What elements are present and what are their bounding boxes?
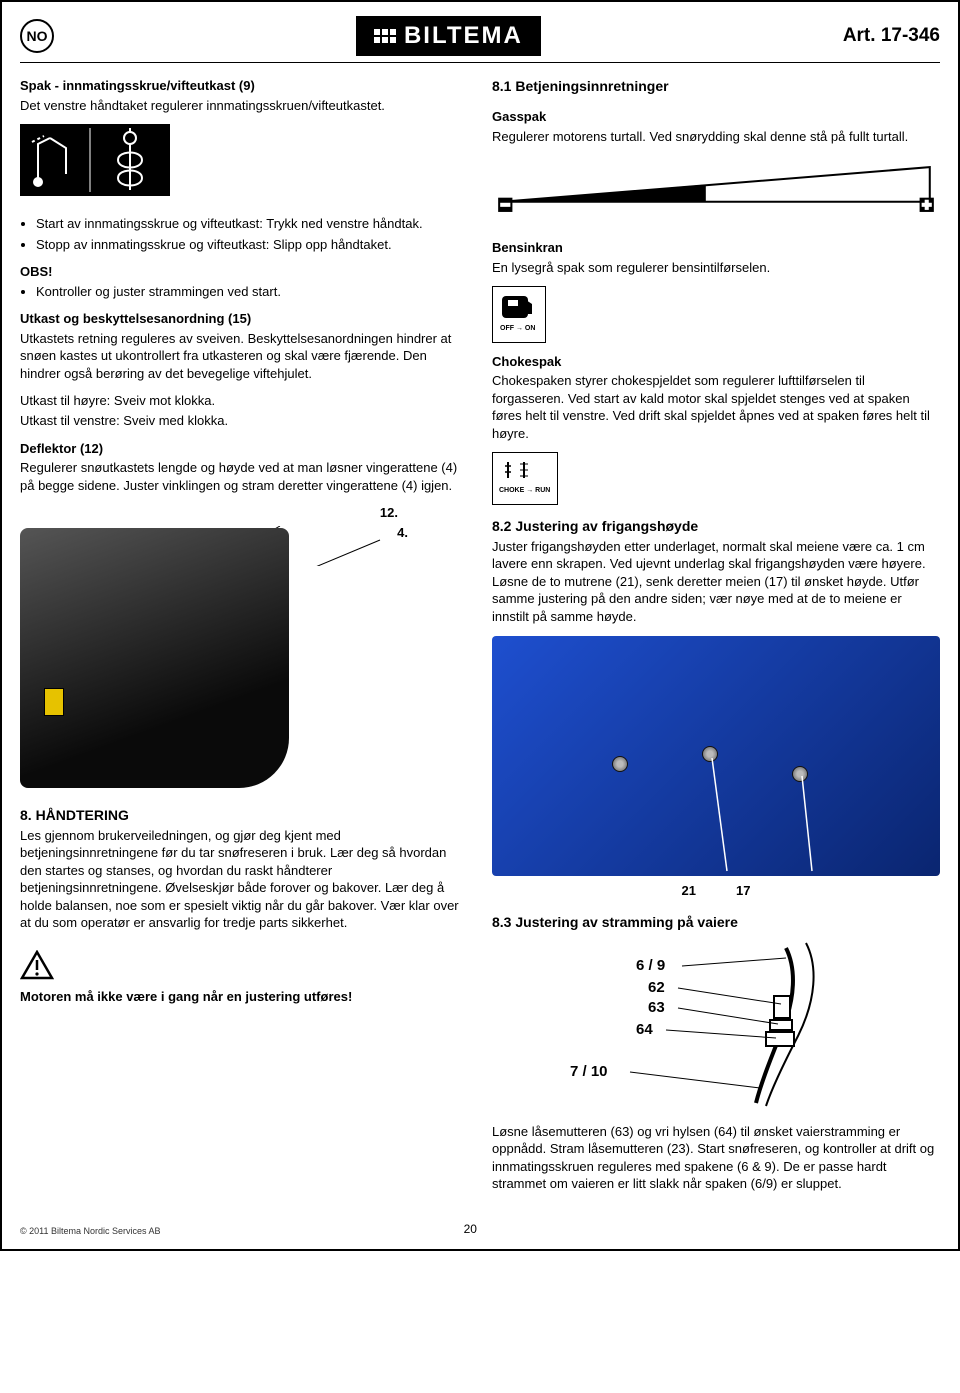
obs-heading: OBS! <box>20 263 468 281</box>
svg-text:7 / 10: 7 / 10 <box>570 1063 608 1080</box>
copyright-text: © 2011 Biltema Nordic Services AB <box>20 1225 161 1237</box>
utkast-right: Utkast til høyre: Sveiv mot klokka. <box>20 392 468 410</box>
utkast-heading: Utkast og beskyttelsesanordning (15) <box>20 310 468 328</box>
svg-text:6 / 9: 6 / 9 <box>636 957 665 974</box>
page-footer: © 2011 Biltema Nordic Services AB 20 <box>20 1221 940 1237</box>
deflektor-heading: Deflektor (12) <box>20 440 468 458</box>
utkast-left: Utkast til venstre: Sveiv med klokka. <box>20 412 468 430</box>
logo-pattern-icon <box>374 29 396 43</box>
label-17: 17 <box>736 882 750 900</box>
deflektor-callouts: 12. <box>20 504 468 522</box>
stramming-heading: 8.3 Justering av stramming på vaiere <box>492 913 940 932</box>
lever-icons <box>20 124 468 201</box>
svg-text:62: 62 <box>648 979 665 996</box>
skid-photo <box>492 636 940 876</box>
brand-name: BILTEMA <box>404 20 523 52</box>
language-badge: NO <box>20 19 54 53</box>
betjening-heading: 8.1 Betjeningsinnretninger <box>492 77 940 96</box>
svg-text:63: 63 <box>648 999 665 1016</box>
fuel-off-on-label: OFF → ON <box>500 325 535 332</box>
language-code: NO <box>27 27 48 46</box>
frigang-heading: 8.2 Justering av frigangshøyde <box>492 517 940 536</box>
svg-text:64: 64 <box>636 1021 653 1038</box>
skid-callout-lines-icon <box>492 636 940 876</box>
deflektor-photo-wrap: 4. <box>20 528 468 788</box>
label-21: 21 <box>682 882 696 900</box>
frigang-body: Juster frigangshøyden etter underlaget, … <box>492 538 940 626</box>
handtering-heading: 8. HÅNDTERING <box>20 806 468 825</box>
right-column: 8.1 Betjeningsinnretninger Gasspak Regul… <box>492 77 940 1202</box>
content-columns: Spak - innmatingsskrue/vifteutkast (9) D… <box>20 77 940 1202</box>
throttle-gauge-icon <box>492 159 940 220</box>
fuel-valve-icon: OFF → ON <box>492 286 546 343</box>
lever-diagram-icon <box>20 124 170 196</box>
obs-bullet: Kontroller og juster strammingen ved sta… <box>36 283 468 301</box>
deflektor-body: Regulerer snøutkastets lengde og høyde v… <box>20 459 468 494</box>
page-number: 20 <box>464 1221 477 1237</box>
utkast-body: Utkastets retning reguleres av sveiven. … <box>20 330 468 383</box>
handtering-body: Les gjennom brukerveiledningen, og gjør … <box>20 827 468 932</box>
spak-body: Det venstre håndtaket regulerer innmatin… <box>20 97 468 115</box>
obs-bullets: Kontroller og juster strammingen ved sta… <box>20 283 468 301</box>
gasspak-body: Regulerer motorens turtall. Ved snøryddi… <box>492 128 940 146</box>
motor-warning: Motoren må ikke være i gang når en juste… <box>20 988 468 1006</box>
brand-logo: BILTEMA <box>356 16 541 56</box>
warning-triangle-icon <box>20 950 54 980</box>
spak-heading: Spak - innmatingsskrue/vifteutkast (9) <box>20 77 468 95</box>
bullet-stop: Stopp av innmatingsskrue og vifteutkast:… <box>36 236 468 254</box>
deflektor-photo <box>20 528 289 788</box>
choke-run-label: CHOKE → RUN <box>499 487 550 494</box>
manual-page: NO BILTEMA Art. 17-346 Spak - innmatings… <box>0 0 960 1251</box>
label-12: 12. <box>380 504 398 522</box>
skid-labels: 21 17 <box>492 882 940 900</box>
chokespak-body: Chokespaken styrer chokespjeldet som reg… <box>492 372 940 442</box>
left-column: Spak - innmatingsskrue/vifteutkast (9) D… <box>20 77 468 1202</box>
bensinkran-body: En lysegrå spak som regulerer bensintilf… <box>492 259 940 277</box>
choke-icon: CHOKE → RUN <box>492 452 558 505</box>
page-header: NO BILTEMA Art. 17-346 <box>20 16 940 63</box>
lever-bullets: Start av innmatingsskrue og vifteutkast:… <box>20 215 468 253</box>
gasspak-heading: Gasspak <box>492 108 940 126</box>
bensinkran-heading: Bensinkran <box>492 239 940 257</box>
bullet-start: Start av innmatingsskrue og vifteutkast:… <box>36 215 468 233</box>
warning-sticker-icon <box>44 688 64 716</box>
article-number: Art. 17-346 <box>843 23 940 49</box>
chokespak-heading: Chokespak <box>492 353 940 371</box>
cable-diagram: 6 / 9 62 63 64 7 / 10 <box>492 938 940 1113</box>
stramming-body: Løsne låsemutteren (63) og vri hylsen (6… <box>492 1123 940 1193</box>
